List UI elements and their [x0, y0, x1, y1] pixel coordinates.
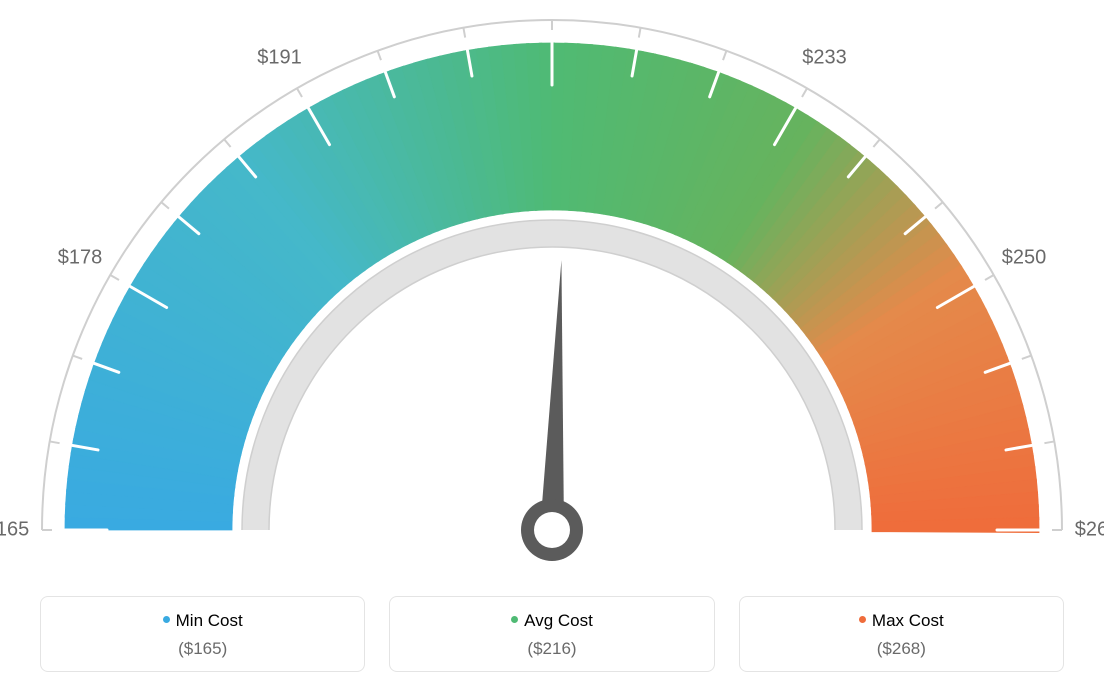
gauge-area: $165$178$191$216$233$250$268: [0, 0, 1104, 580]
legend-card-avg: Avg Cost ($216): [389, 596, 714, 672]
legend-label-min: Min Cost: [176, 611, 243, 630]
legend-title-avg: Avg Cost: [400, 611, 703, 631]
legend-value-max: ($268): [750, 639, 1053, 659]
dot-icon: [511, 616, 518, 623]
legend-label-avg: Avg Cost: [524, 611, 593, 630]
cost-gauge-widget: $165$178$191$216$233$250$268 Min Cost ($…: [0, 0, 1104, 690]
legend-row: Min Cost ($165) Avg Cost ($216) Max Cost…: [40, 596, 1064, 672]
legend-value-avg: ($216): [400, 639, 703, 659]
legend-value-min: ($165): [51, 639, 354, 659]
legend-title-min: Min Cost: [51, 611, 354, 631]
legend-label-max: Max Cost: [872, 611, 944, 630]
gauge-tick-label: $233: [802, 47, 847, 70]
gauge-tick-label: $191: [257, 47, 302, 70]
gauge-tick-label: $165: [0, 519, 29, 542]
gauge-tick-label: $250: [1002, 246, 1047, 269]
gauge-tick-label: $268: [1075, 519, 1104, 542]
gauge-tick-label: $178: [58, 246, 103, 269]
legend-card-min: Min Cost ($165): [40, 596, 365, 672]
dot-icon: [859, 616, 866, 623]
gauge-svg: [0, 0, 1104, 580]
legend-title-max: Max Cost: [750, 611, 1053, 631]
legend-card-max: Max Cost ($268): [739, 596, 1064, 672]
dot-icon: [163, 616, 170, 623]
